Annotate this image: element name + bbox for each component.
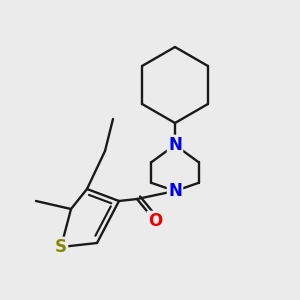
Text: S: S: [55, 238, 67, 256]
Text: N: N: [168, 136, 182, 154]
Text: O: O: [148, 212, 162, 230]
Text: N: N: [168, 182, 182, 200]
